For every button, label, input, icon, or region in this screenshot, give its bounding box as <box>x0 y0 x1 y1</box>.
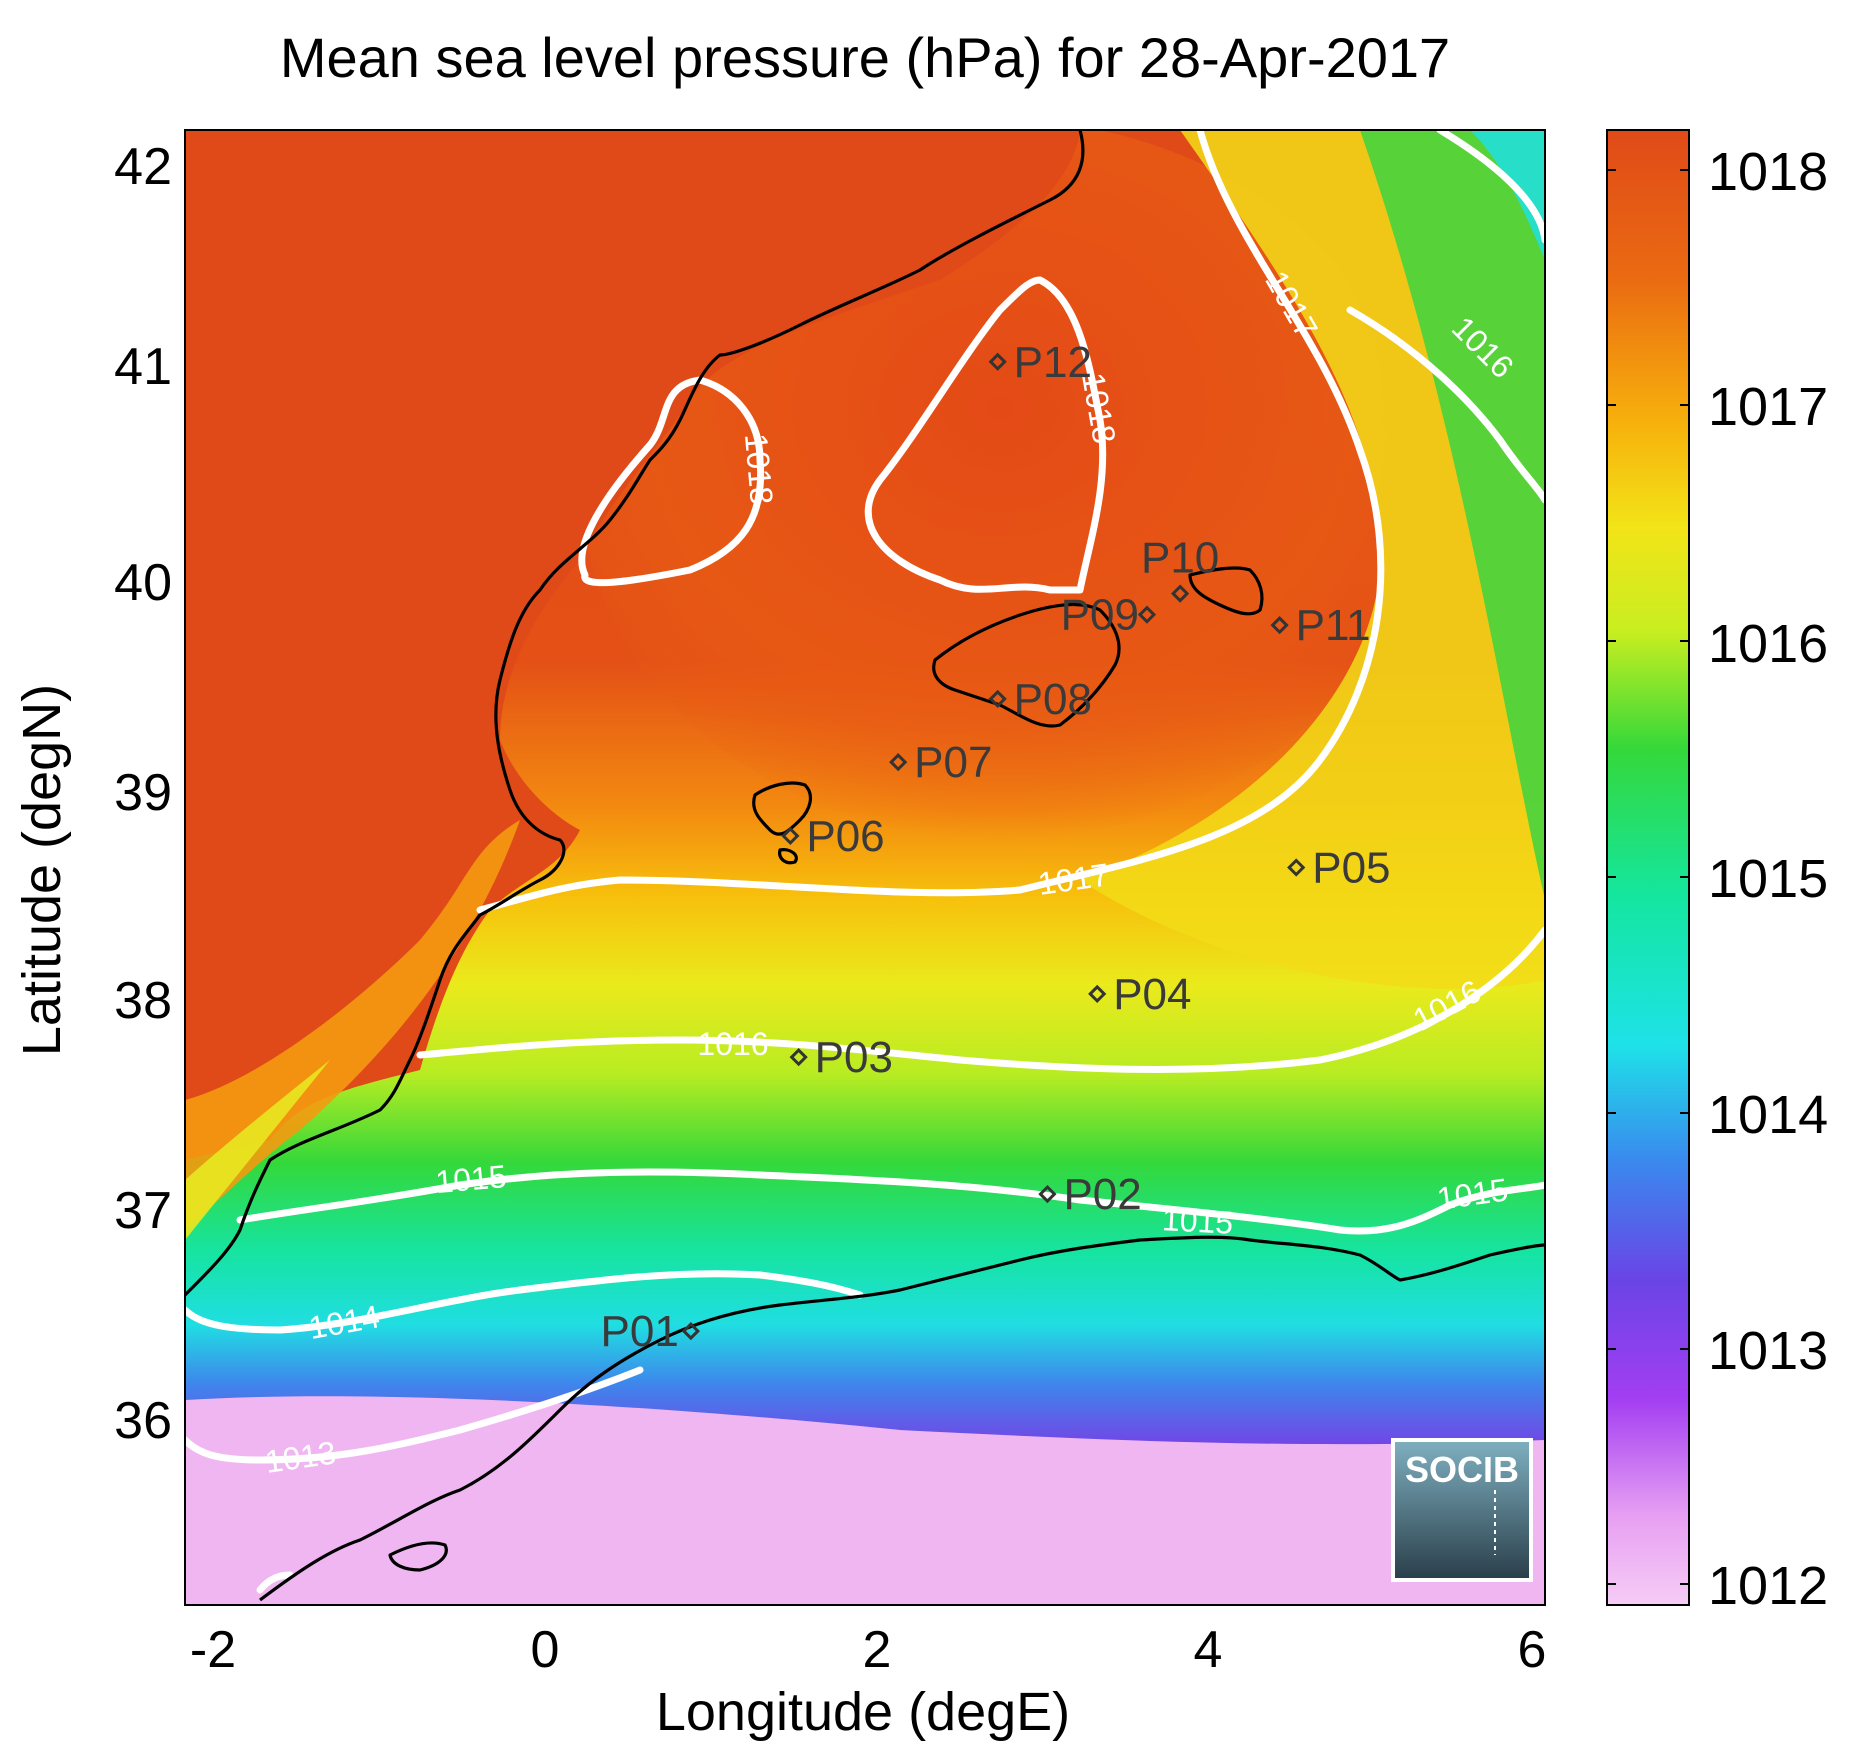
y-tick-label: 42 <box>114 138 172 196</box>
y-tick-label: 39 <box>114 764 172 822</box>
colorbar-tick-label: 1018 <box>1708 142 1828 202</box>
plot-area <box>185 130 1545 1605</box>
station-label: P07 <box>914 738 992 787</box>
contour-1013-corner <box>256 1571 294 1594</box>
contour-1018-center <box>864 276 1107 594</box>
y-tick-label: 38 <box>114 972 172 1030</box>
colorbar-tick-label: 1012 <box>1708 1556 1828 1616</box>
colorbar-tick-label: 1015 <box>1708 849 1828 909</box>
station-marker <box>681 1321 700 1341</box>
contour-1016-east <box>1346 306 1545 504</box>
chart-title: Mean sea level pressure (hPa) for 28-Apr… <box>280 26 1450 89</box>
pressure-field-east-green <box>1360 130 1545 900</box>
station-label: P04 <box>1113 970 1191 1019</box>
station-label: P11 <box>1296 601 1371 650</box>
contour-1014 <box>185 1270 864 1334</box>
colorbar: 1018 1017 1016 1015 1014 1013 1012 <box>1606 129 1828 1616</box>
station-marker <box>1270 616 1289 635</box>
station-label: P09 <box>1061 591 1139 640</box>
station-label: P05 <box>1312 844 1390 893</box>
station-label: P08 <box>1014 675 1092 724</box>
contour-label: 1016 <box>697 1026 768 1062</box>
y-tick-label: 41 <box>114 338 172 396</box>
coastline-north-africa <box>259 1235 1545 1602</box>
contour-1016-south <box>416 926 1545 1073</box>
contour-1016-northeast <box>1436 130 1545 244</box>
station-label: P06 <box>806 812 884 861</box>
station-marker <box>789 1048 808 1067</box>
contour-1017-main <box>476 130 1385 914</box>
y-tick-label: 40 <box>114 554 172 612</box>
station-marker <box>1088 984 1107 1004</box>
island-formentera <box>778 848 798 865</box>
colorbar-tick-label: 1013 <box>1708 1321 1828 1381</box>
logo-text: SOCIB <box>1405 1449 1519 1490</box>
pressure-field-iberia <box>185 130 1080 1160</box>
contour-1015 <box>236 1168 1545 1235</box>
station-label: P03 <box>815 1033 893 1082</box>
station-label: P01 <box>601 1307 679 1356</box>
contour-label: 1015 <box>434 1158 508 1200</box>
pressure-field-south-low <box>185 1396 1545 1605</box>
station-marker <box>781 826 800 846</box>
station-label: P12 <box>1014 338 1092 387</box>
x-axis-label: Longitude (degE) <box>656 1682 1070 1742</box>
x-tick-label: 2 <box>863 1621 892 1679</box>
contour-label: 1015 <box>1161 1201 1234 1241</box>
contour-1013 <box>185 1366 644 1464</box>
station-marker <box>1038 1184 1057 1204</box>
socib-logo: SOCIB <box>1391 1438 1533 1582</box>
station-marker <box>988 352 1007 371</box>
contour-label: 1018 <box>738 432 780 506</box>
colorbar-gradient <box>1606 129 1690 1606</box>
contour-1018-west <box>578 376 765 587</box>
y-axis-label: Latitude (degN) <box>12 684 72 1056</box>
x-tick-label: 6 <box>1518 1621 1547 1679</box>
x-tick-label: 0 <box>531 1621 560 1679</box>
x-tick-label: -2 <box>190 1621 236 1679</box>
colorbar-tick-label: 1016 <box>1708 614 1828 674</box>
station-marker <box>1137 605 1157 624</box>
station-marker <box>1170 584 1190 603</box>
island-alboran <box>388 1541 448 1572</box>
colorbar-tick-label: 1017 <box>1708 377 1828 437</box>
station-marker <box>1287 858 1306 877</box>
island-ibiza <box>752 781 813 836</box>
station-label: P02 <box>1063 1170 1141 1219</box>
pressure-field-east-cyan <box>1470 130 1545 260</box>
colorbar-tick-label: 1014 <box>1708 1085 1828 1145</box>
plot-border <box>184 129 1546 1606</box>
island-menorca <box>1188 566 1264 616</box>
station-marker <box>889 753 908 772</box>
station-label: P10 <box>1141 534 1219 583</box>
x-tick-label: 4 <box>1194 1621 1223 1679</box>
y-axis: 42 41 40 39 38 37 36 Latitude (degN) <box>12 138 172 1450</box>
y-tick-label: 36 <box>114 1392 172 1450</box>
coastline-iberia <box>185 130 1085 1297</box>
pressure-field-southwest <box>185 1060 330 1240</box>
station-marker <box>988 689 1007 709</box>
island-mallorca <box>932 602 1121 728</box>
y-tick-label: 37 <box>114 1182 172 1240</box>
x-axis: -2 0 2 4 6 Longitude (degE) <box>190 1621 1547 1742</box>
